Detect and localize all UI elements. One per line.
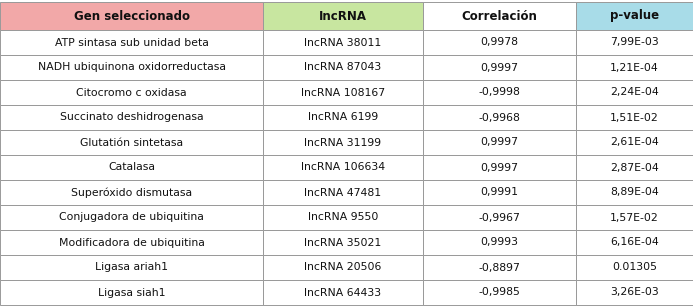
Text: lncRNA 106634: lncRNA 106634 (301, 162, 385, 173)
Bar (423, 80, 576, 105)
Text: lncRNA 20506: lncRNA 20506 (304, 262, 382, 273)
Bar (576, 105, 693, 130)
Bar (0, 255, 263, 280)
Bar (423, 180, 576, 205)
Text: 3,26E-03: 3,26E-03 (610, 287, 659, 297)
Text: 0,9997: 0,9997 (480, 63, 518, 72)
Text: lncRNA 87043: lncRNA 87043 (304, 63, 382, 72)
Bar (263, 130, 423, 155)
Bar (423, 2, 576, 30)
Bar (0, 30, 263, 55)
Text: p-value: p-value (610, 10, 659, 22)
Bar (0, 105, 263, 130)
Bar (263, 180, 423, 205)
Bar (423, 205, 576, 230)
Bar (263, 105, 423, 130)
Text: 2,24E-04: 2,24E-04 (610, 87, 659, 98)
Text: 0,9991: 0,9991 (480, 188, 518, 197)
Bar (576, 130, 693, 155)
Bar (0, 2, 263, 30)
Bar (0, 55, 263, 80)
Bar (263, 280, 423, 305)
Bar (423, 105, 576, 130)
Bar (0, 130, 263, 155)
Text: -0,9985: -0,9985 (479, 287, 520, 297)
Bar (576, 30, 693, 55)
Text: lncRNA 38011: lncRNA 38011 (304, 37, 382, 48)
Text: NADH ubiquinona oxidorreductasa: NADH ubiquinona oxidorreductasa (37, 63, 225, 72)
Text: 1,51E-02: 1,51E-02 (610, 112, 659, 122)
Text: -0,8897: -0,8897 (479, 262, 520, 273)
Bar (423, 155, 576, 180)
Text: lncRNA 64433: lncRNA 64433 (304, 287, 382, 297)
Text: Gen seleccionado: Gen seleccionado (73, 10, 189, 22)
Bar (576, 2, 693, 30)
Text: Glutatión sintetasa: Glutatión sintetasa (80, 138, 183, 147)
Text: Succinato deshidrogenasa: Succinato deshidrogenasa (60, 112, 203, 122)
Text: -0,9998: -0,9998 (479, 87, 520, 98)
Bar (576, 230, 693, 255)
Text: -0,9967: -0,9967 (479, 212, 520, 223)
Bar (263, 30, 423, 55)
Bar (423, 255, 576, 280)
Text: lncRNA 108167: lncRNA 108167 (301, 87, 385, 98)
Bar (0, 230, 263, 255)
Text: 0.01305: 0.01305 (612, 262, 657, 273)
Text: Ligasa siah1: Ligasa siah1 (98, 287, 165, 297)
Text: 7,99E-03: 7,99E-03 (610, 37, 659, 48)
Bar (263, 55, 423, 80)
Bar (263, 205, 423, 230)
Bar (263, 80, 423, 105)
Text: Ligasa ariah1: Ligasa ariah1 (95, 262, 168, 273)
Bar (0, 180, 263, 205)
Bar (576, 255, 693, 280)
Text: lncRNA 47481: lncRNA 47481 (304, 188, 382, 197)
Bar (423, 280, 576, 305)
Bar (423, 230, 576, 255)
Bar (0, 280, 263, 305)
Text: 1,57E-02: 1,57E-02 (610, 212, 659, 223)
Text: Catalasa: Catalasa (108, 162, 155, 173)
Text: 0,9997: 0,9997 (480, 138, 518, 147)
Text: 8,89E-04: 8,89E-04 (610, 188, 659, 197)
Text: ATP sintasa sub unidad beta: ATP sintasa sub unidad beta (55, 37, 209, 48)
Text: 2,87E-04: 2,87E-04 (610, 162, 659, 173)
Bar (423, 55, 576, 80)
Bar (423, 130, 576, 155)
Text: 0,9978: 0,9978 (480, 37, 518, 48)
Text: lncRNA 31199: lncRNA 31199 (304, 138, 382, 147)
Bar (263, 155, 423, 180)
Bar (0, 80, 263, 105)
Bar (263, 2, 423, 30)
Text: 6,16E-04: 6,16E-04 (610, 238, 659, 247)
Bar (0, 155, 263, 180)
Text: IncRNA: IncRNA (319, 10, 367, 22)
Text: lncRNA 35021: lncRNA 35021 (304, 238, 382, 247)
Bar (576, 205, 693, 230)
Bar (576, 155, 693, 180)
Bar (263, 255, 423, 280)
Bar (576, 55, 693, 80)
Text: lncRNA 6199: lncRNA 6199 (308, 112, 378, 122)
Text: -0,9968: -0,9968 (479, 112, 520, 122)
Text: 0,9997: 0,9997 (480, 162, 518, 173)
Text: Conjugadora de ubiquitina: Conjugadora de ubiquitina (59, 212, 204, 223)
Bar (576, 180, 693, 205)
Bar (263, 230, 423, 255)
Text: 1,21E-04: 1,21E-04 (610, 63, 659, 72)
Text: 2,61E-04: 2,61E-04 (610, 138, 659, 147)
Text: Correlación: Correlación (462, 10, 538, 22)
Text: Superóxido dismutasa: Superóxido dismutasa (71, 187, 192, 198)
Text: Citocromo c oxidasa: Citocromo c oxidasa (76, 87, 187, 98)
Bar (576, 280, 693, 305)
Text: Modificadora de ubiquitina: Modificadora de ubiquitina (59, 238, 204, 247)
Text: lncRNA 9550: lncRNA 9550 (308, 212, 378, 223)
Bar (0, 205, 263, 230)
Bar (576, 80, 693, 105)
Text: 0,9993: 0,9993 (480, 238, 518, 247)
Bar (423, 30, 576, 55)
